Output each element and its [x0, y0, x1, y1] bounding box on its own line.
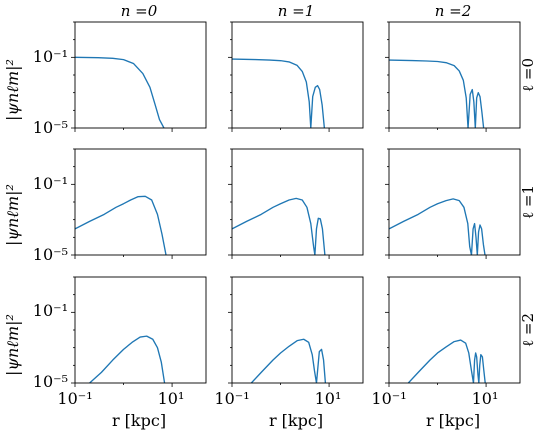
xtick-label-col0-right: 10¹	[158, 389, 185, 408]
row-label-l2: ℓ =2	[519, 313, 537, 347]
x-axis-label-col0: r [kpc]	[112, 411, 166, 430]
y-axis-label-row0: |ψnℓm|²	[3, 59, 22, 121]
series-line-n0-l0	[75, 56, 165, 128]
row-label-l0: ℓ =0	[519, 58, 537, 92]
series-line-n1-l2	[250, 338, 327, 383]
xtick-label-col1-left: 10⁻¹	[214, 389, 249, 408]
series-line-n0-l2	[89, 335, 166, 383]
xtick-label-col0-left: 10⁻¹	[57, 389, 92, 408]
subplot-grid	[71, 21, 521, 387]
y-axis-label-row2: |ψnℓm|²	[3, 314, 22, 376]
ytick-label-row1-top: 10⁻¹	[33, 174, 68, 193]
panel-frame	[231, 276, 364, 384]
column-title-n0: n =0	[121, 2, 158, 20]
x-axis-label-col2: r [kpc]	[426, 411, 480, 430]
x-axis-label-col1: r [kpc]	[269, 411, 323, 430]
series-line-n1-l1	[232, 197, 326, 255]
y-axis-label-row1: |ψnℓm|²	[3, 184, 22, 246]
ytick-label-row0-top: 10⁻¹	[33, 47, 68, 66]
panel-n0-l2	[71, 276, 207, 387]
panel-frame	[74, 21, 207, 129]
panel-frame	[74, 148, 207, 256]
xtick-label-col1-right: 10¹	[315, 389, 342, 408]
ytick-label-row1-bottom: 10⁻⁵	[33, 245, 68, 264]
panel-n2-l1	[385, 148, 521, 259]
panel-n1-l1	[228, 148, 364, 259]
panel-n0-l1	[71, 148, 207, 259]
series-line-n1-l0	[232, 58, 326, 128]
panel-n1-l0	[228, 21, 364, 132]
series-line-n0-l1	[75, 195, 167, 255]
series-line-n2-l0	[389, 59, 485, 128]
panel-frame	[388, 276, 521, 384]
panel-frame	[388, 148, 521, 256]
panel-frame	[74, 276, 207, 384]
ytick-label-row2-top: 10⁻¹	[33, 301, 68, 320]
series-line-n2-l1	[389, 198, 486, 255]
panel-frame	[388, 21, 521, 129]
xtick-label-col2-right: 10¹	[472, 389, 499, 408]
column-title-n2: n =2	[435, 2, 472, 20]
column-title-n1: n =1	[278, 2, 315, 20]
panel-n2-l0	[385, 21, 521, 132]
panel-frame	[231, 21, 364, 129]
panel-n1-l2	[228, 276, 364, 387]
xtick-label-col2-left: 10⁻¹	[371, 389, 406, 408]
ytick-label-row2-bottom: 10⁻⁵	[33, 372, 68, 391]
panel-n2-l2	[385, 276, 521, 387]
panel-n0-l0	[71, 21, 207, 132]
row-label-l1: ℓ =1	[519, 185, 537, 219]
series-line-n2-l2	[407, 339, 486, 383]
ytick-label-row0-bottom: 10⁻⁵	[33, 118, 68, 137]
panel-frame	[231, 148, 364, 256]
